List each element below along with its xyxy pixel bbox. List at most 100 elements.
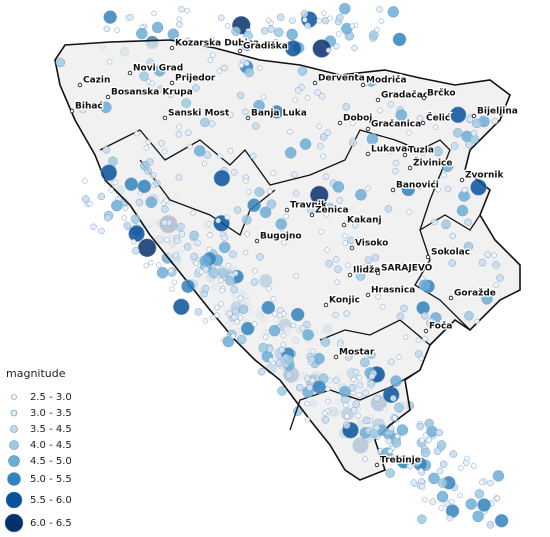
earthquake bbox=[163, 197, 169, 204]
earthquake bbox=[226, 310, 233, 317]
earthquake bbox=[465, 498, 477, 510]
earthquake bbox=[470, 179, 487, 196]
earthquake bbox=[218, 268, 229, 278]
earthquake bbox=[369, 30, 379, 40]
earthquake bbox=[151, 21, 164, 34]
earthquake bbox=[320, 10, 327, 16]
earthquake bbox=[379, 303, 386, 310]
earthquake bbox=[335, 31, 342, 37]
earthquake bbox=[289, 17, 296, 24]
earthquake bbox=[410, 479, 417, 486]
earthquake bbox=[55, 57, 66, 68]
earthquake bbox=[349, 120, 356, 126]
earthquake bbox=[354, 237, 361, 243]
earthquake bbox=[156, 85, 165, 94]
earthquake bbox=[416, 115, 424, 122]
earthquake bbox=[286, 28, 298, 41]
earthquake bbox=[189, 230, 199, 241]
city-dot bbox=[105, 94, 111, 100]
earthquake bbox=[153, 64, 166, 77]
earthquake bbox=[194, 308, 203, 316]
earthquake bbox=[192, 84, 200, 92]
earthquake bbox=[257, 367, 266, 376]
earthquake bbox=[314, 89, 321, 96]
earthquake bbox=[261, 300, 276, 315]
earthquake bbox=[466, 116, 474, 123]
earthquake bbox=[435, 186, 441, 193]
earthquake bbox=[449, 450, 458, 458]
earthquake bbox=[284, 355, 294, 365]
earthquake bbox=[230, 285, 238, 294]
earthquake bbox=[307, 355, 316, 364]
city-dot bbox=[69, 108, 75, 114]
legend-label: 2.5 - 3.0 bbox=[30, 392, 72, 403]
earthquake bbox=[161, 205, 169, 213]
earthquake bbox=[295, 383, 304, 392]
earthquake bbox=[202, 318, 209, 324]
earthquake bbox=[385, 437, 393, 445]
earthquake bbox=[352, 400, 360, 408]
earthquake bbox=[336, 340, 344, 348]
earthquake bbox=[231, 26, 241, 37]
earthquake bbox=[158, 140, 165, 147]
earthquake bbox=[378, 18, 385, 24]
earthquake bbox=[306, 205, 315, 214]
city-dot bbox=[365, 126, 371, 132]
earthquake bbox=[217, 14, 225, 22]
earthquake bbox=[137, 179, 152, 194]
city-label: Visoko bbox=[355, 239, 388, 249]
city-dot bbox=[407, 165, 413, 171]
earthquake bbox=[193, 145, 206, 157]
earthquake bbox=[324, 247, 331, 253]
earthquake bbox=[433, 146, 443, 157]
earthquake bbox=[422, 336, 428, 342]
earthquake bbox=[361, 264, 368, 271]
earthquake bbox=[320, 337, 331, 347]
earthquake bbox=[135, 198, 144, 207]
legend-swatch bbox=[5, 491, 23, 509]
earthquake bbox=[334, 279, 340, 286]
earthquake bbox=[325, 259, 333, 268]
earthquake bbox=[341, 396, 349, 404]
earthquake bbox=[310, 348, 316, 355]
earthquake bbox=[103, 213, 112, 222]
earthquake bbox=[356, 381, 364, 389]
earthquake bbox=[374, 26, 380, 33]
earthquake bbox=[259, 206, 272, 219]
earthquake bbox=[310, 185, 329, 205]
earthquake bbox=[449, 106, 467, 124]
city-dot bbox=[77, 82, 83, 88]
legend-swatch bbox=[10, 409, 18, 417]
city-dot bbox=[254, 238, 260, 244]
earthquake bbox=[396, 424, 409, 436]
city-label: Brčko bbox=[427, 88, 456, 99]
legend: 2.5 - 3.0 3.0 - 3.5 3.5 - 4.5 4.0 - 4.5 4.5 … bbox=[4, 392, 72, 533]
city-label: Sanski Most bbox=[168, 109, 230, 119]
city-dot bbox=[425, 254, 431, 260]
earthquake bbox=[385, 468, 395, 478]
city-dot bbox=[402, 152, 408, 158]
earthquake bbox=[219, 287, 225, 294]
earthquake bbox=[237, 314, 244, 321]
earthquake bbox=[209, 314, 216, 321]
earthquake bbox=[424, 418, 434, 429]
earthquake bbox=[448, 498, 455, 505]
earthquake bbox=[362, 456, 368, 462]
earthquake bbox=[224, 23, 231, 29]
earthquake bbox=[82, 178, 88, 184]
earthquake bbox=[185, 129, 192, 136]
city-dot bbox=[365, 292, 371, 298]
earthquake bbox=[304, 95, 311, 101]
earthquake bbox=[200, 117, 210, 128]
earthquake bbox=[291, 171, 298, 179]
earthquake bbox=[149, 172, 157, 179]
city-label: Hrasnica bbox=[371, 286, 415, 296]
earthquake bbox=[287, 128, 293, 135]
earthquake bbox=[312, 380, 326, 394]
earthquake bbox=[350, 406, 358, 414]
earthquake bbox=[209, 268, 219, 278]
earthquake bbox=[323, 212, 330, 218]
earthquake bbox=[278, 346, 286, 354]
earthquake bbox=[164, 237, 170, 243]
earthquake bbox=[348, 384, 357, 392]
